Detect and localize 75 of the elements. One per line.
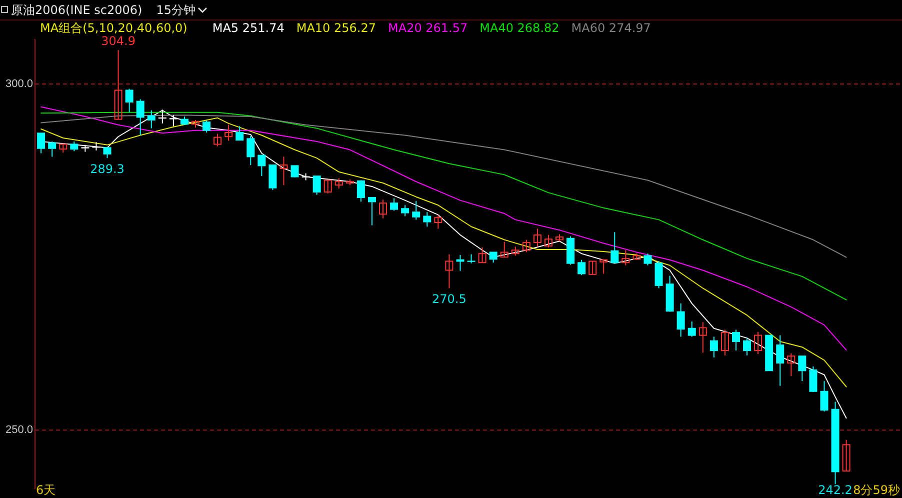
candlestick — [103, 147, 112, 159]
candlestick — [224, 124, 233, 142]
y-tick-label: 250.0 — [5, 424, 33, 436]
candlestick — [125, 88, 134, 113]
candlestick — [654, 260, 663, 289]
candlestick — [390, 198, 398, 212]
candlestick — [500, 241, 508, 258]
candlestick — [236, 126, 244, 141]
candlestick — [324, 179, 332, 194]
candlestick — [214, 133, 222, 147]
candlestick — [312, 176, 321, 196]
annotation: 242.2 — [818, 483, 852, 497]
candlestick — [732, 329, 740, 352]
annotation: 270.5 — [432, 292, 466, 306]
candlestick — [610, 232, 619, 264]
candlestick — [820, 380, 828, 412]
text: 8分59秒 — [853, 483, 900, 497]
candlestick — [246, 135, 255, 166]
candlestick — [588, 260, 597, 275]
candlestick — [401, 204, 410, 217]
candlestick — [776, 334, 784, 386]
candlestick — [445, 254, 454, 289]
annotation: 6天 — [36, 483, 56, 497]
candlestick — [698, 322, 707, 354]
candlestick — [169, 114, 178, 127]
text: MA60 274.97 — [571, 21, 651, 35]
candlestick — [676, 302, 685, 338]
candlestick — [809, 366, 818, 393]
candlestick — [290, 165, 299, 178]
candlestick — [423, 212, 432, 228]
text: MA10 256.27 — [296, 21, 376, 35]
text: MA5 251.74 — [212, 21, 284, 35]
candlestick — [48, 140, 56, 158]
candlestick — [522, 239, 530, 253]
chart-subtitle: 15分钟 — [156, 3, 196, 17]
candlestick — [136, 98, 144, 136]
candlestick — [489, 252, 498, 264]
candlestick — [258, 154, 266, 177]
candlestick — [533, 228, 542, 248]
candlestick — [268, 164, 277, 190]
y-tick-label: 300.0 — [5, 78, 33, 90]
line-series — [40, 106, 847, 351]
candlestick — [600, 259, 608, 274]
candlestick — [544, 234, 552, 248]
candlestick — [842, 439, 850, 472]
text: MA20 261.57 — [388, 21, 468, 35]
candlestick — [379, 199, 388, 219]
candlestick — [478, 246, 486, 264]
chart-title: 原油2006(INE sc2006) — [11, 3, 142, 17]
candlestick — [202, 120, 211, 133]
candlestick — [412, 200, 420, 220]
candlestick — [743, 338, 752, 356]
candlestick — [280, 156, 288, 186]
candlestick — [356, 180, 365, 202]
candlestick — [147, 110, 156, 129]
annotation: 289.3 — [90, 162, 124, 176]
annotation: 304.9 — [101, 34, 136, 48]
candlestick — [754, 331, 762, 354]
candlestick — [688, 320, 696, 338]
candlestick — [37, 132, 46, 154]
candlestick — [434, 214, 442, 230]
candlestick — [70, 140, 78, 152]
candlestick — [578, 259, 586, 276]
candlestick — [114, 50, 122, 120]
line-series — [40, 114, 847, 258]
legend-title: MA组合(5,10,20,40,60,0) — [40, 21, 188, 35]
candlestick — [720, 329, 729, 356]
text: MA40 268.82 — [480, 21, 560, 35]
candlestick — [798, 356, 806, 382]
candlestick — [644, 253, 652, 266]
candlestick — [334, 178, 343, 190]
candlestick — [368, 197, 376, 226]
candlestick — [787, 352, 796, 377]
candlestick — [622, 250, 630, 266]
candlestick — [710, 336, 718, 358]
